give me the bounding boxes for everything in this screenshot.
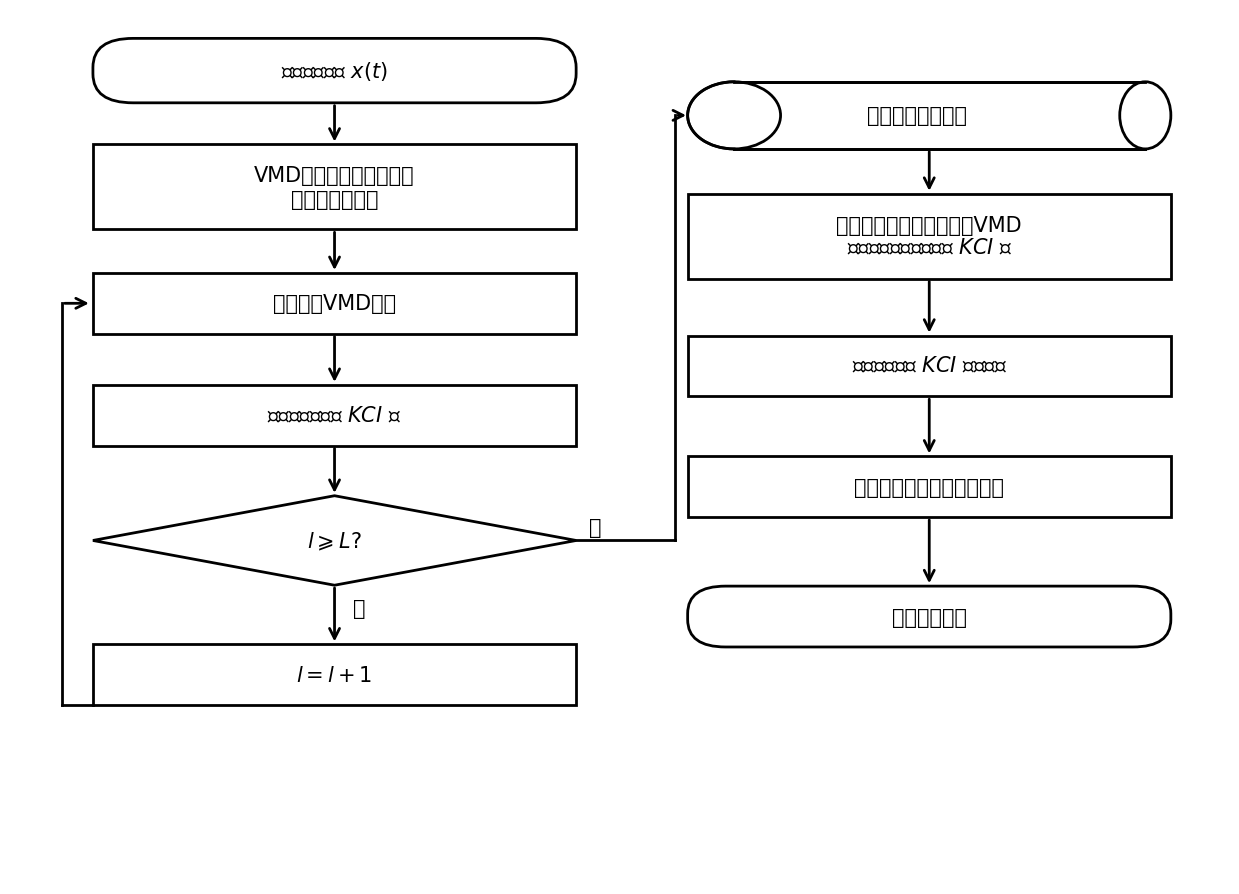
FancyBboxPatch shape bbox=[93, 39, 576, 104]
Text: 故障类型辨识: 故障类型辨识 bbox=[892, 607, 966, 627]
Text: 保存最优分解参数: 保存最优分解参数 bbox=[867, 106, 966, 126]
Text: $l\geqslant L?$: $l\geqslant L?$ bbox=[307, 530, 362, 552]
Ellipse shape bbox=[688, 83, 781, 150]
Bar bbox=[733, 82, 1145, 149]
Bar bbox=[688, 336, 1171, 397]
Bar bbox=[93, 645, 576, 705]
Text: 机械振动信号 $x(t)$: 机械振动信号 $x(t)$ bbox=[281, 60, 388, 83]
Polygon shape bbox=[93, 496, 576, 586]
Text: $l=l+1$: $l=l+1$ bbox=[296, 665, 373, 685]
Text: 利用最优参数对信号进行VMD
分解，并计算分量信号 $KCI$ 值: 利用最优参数对信号进行VMD 分解，并计算分量信号 $KCI$ 值 bbox=[836, 215, 1022, 258]
FancyBboxPatch shape bbox=[688, 586, 1171, 647]
Text: 选择具有最大 $KCI$ 值的分量: 选择具有最大 $KCI$ 值的分量 bbox=[851, 357, 1007, 376]
Text: 振动信号VMD分解: 振动信号VMD分解 bbox=[273, 294, 396, 314]
Bar bbox=[93, 385, 576, 446]
Bar bbox=[93, 274, 576, 334]
Text: 包络分析提取故障特征频率: 包络分析提取故障特征频率 bbox=[854, 477, 1005, 497]
Bar bbox=[688, 195, 1171, 279]
Text: 计算分量信号的 $KCI$ 值: 计算分量信号的 $KCI$ 值 bbox=[268, 406, 401, 426]
Bar bbox=[93, 146, 576, 231]
Text: VMD分解参数范围设定及
遗传算法初始化: VMD分解参数范围设定及 遗传算法初始化 bbox=[254, 166, 415, 209]
Bar bbox=[688, 457, 1171, 518]
Text: 否: 否 bbox=[353, 598, 366, 618]
Ellipse shape bbox=[700, 92, 768, 140]
Text: 是: 是 bbox=[589, 518, 601, 537]
Ellipse shape bbox=[1120, 83, 1171, 150]
